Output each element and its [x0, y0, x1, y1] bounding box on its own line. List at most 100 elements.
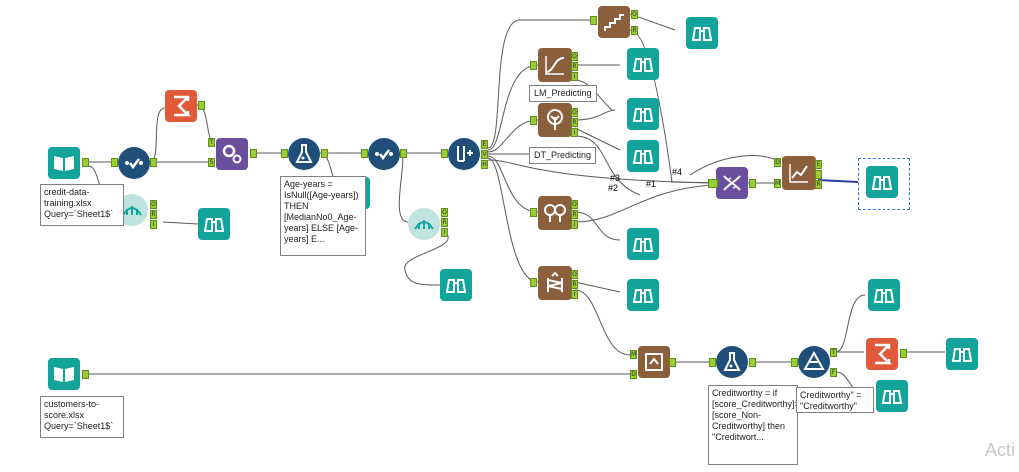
anchor-d[interactable]: D — [630, 370, 637, 379]
anchor-output[interactable] — [150, 158, 157, 167]
anchor-f[interactable]: F — [830, 368, 837, 377]
browse-binoculars-icon — [881, 390, 903, 404]
anchor-p[interactable] — [815, 170, 822, 179]
create-samples-tool[interactable] — [448, 138, 480, 170]
anchor-i[interactable]: I — [571, 72, 578, 81]
anchor-output[interactable] — [82, 158, 89, 167]
model-comparison-tool[interactable] — [782, 156, 816, 190]
model-comparison-icon — [789, 164, 808, 183]
browse-tool[interactable] — [876, 380, 908, 412]
anchor-output[interactable] — [669, 358, 676, 367]
anchor-input[interactable] — [361, 149, 368, 158]
field-summary-tool-2[interactable] — [408, 208, 440, 240]
anchor-o[interactable]: O — [631, 10, 638, 19]
formula-tool-creditworthy[interactable] — [716, 346, 748, 378]
linear-regression-tool[interactable] — [538, 48, 572, 82]
anchor-i[interactable]: I — [571, 290, 578, 299]
anchor-input[interactable] — [530, 208, 537, 217]
anchor-t[interactable]: T — [830, 348, 837, 357]
select-check-icon — [375, 149, 393, 161]
anchor-h[interactable]: H — [481, 160, 488, 169]
anchor-m[interactable]: M — [774, 179, 781, 188]
wire-tag-2: #2 — [608, 183, 619, 193]
anchor-e[interactable]: E — [481, 140, 488, 149]
anchor-output[interactable] — [749, 358, 756, 367]
anchor-input[interactable] — [709, 358, 716, 367]
browse-tool[interactable] — [868, 279, 900, 311]
anchor-output[interactable] — [400, 149, 407, 158]
anchor-o[interactable]: O — [571, 52, 578, 61]
summarize-tool-2[interactable] — [866, 338, 898, 370]
anchor-input[interactable] — [791, 358, 798, 367]
anchor-output[interactable] — [749, 179, 756, 188]
union-tool[interactable] — [716, 167, 748, 199]
anchor-d[interactable]: D — [774, 158, 781, 167]
anchor-i[interactable]: I — [150, 220, 157, 229]
anchor-input[interactable] — [281, 149, 288, 158]
anchor-output[interactable] — [198, 101, 205, 110]
browse-tool[interactable] — [686, 17, 718, 49]
anchor-input[interactable] — [530, 116, 537, 125]
decision-tree-tool[interactable] — [538, 103, 572, 137]
anchor-i[interactable]: I — [441, 228, 448, 237]
select-tool[interactable] — [118, 147, 150, 179]
browse-tool[interactable] — [627, 140, 659, 172]
anchor-input[interactable] — [530, 278, 537, 287]
anchor-r[interactable]: R — [441, 218, 448, 227]
score-tool[interactable] — [638, 346, 670, 378]
anchor-s[interactable]: S — [208, 158, 215, 167]
anchor-r[interactable]: R — [571, 210, 578, 219]
select-tool-2[interactable] — [368, 138, 400, 170]
browse-binoculars-icon — [691, 27, 713, 41]
anchor-input[interactable] — [590, 16, 597, 25]
forest-model-tool[interactable] — [538, 196, 572, 230]
anchor-r[interactable]: R — [571, 118, 578, 127]
browse-tool[interactable] — [440, 269, 472, 301]
anchor-output[interactable] — [250, 149, 257, 158]
anchor-o[interactable]: O — [571, 108, 578, 117]
anchor-o[interactable]: O — [571, 200, 578, 209]
forest-model-icon — [544, 204, 566, 222]
browse-binoculars-icon — [873, 289, 895, 303]
browse-tool[interactable] — [627, 98, 659, 130]
annotation-input-credit: credit-data-training.xlsx Query=`Sheet1$… — [40, 184, 124, 226]
anchor-i[interactable]: I — [571, 128, 578, 137]
anchor-o[interactable]: O — [150, 200, 157, 209]
input-data-tool-customers[interactable] — [48, 358, 80, 390]
anchor-o[interactable]: O — [571, 270, 578, 279]
anchor-o[interactable]: O — [441, 208, 448, 217]
anchor-output[interactable] — [900, 349, 907, 358]
browse-tool[interactable] — [627, 279, 659, 311]
browse-tool-selected[interactable] — [866, 166, 898, 198]
anchor-r[interactable]: R — [150, 210, 157, 219]
anchor-r[interactable]: R — [815, 180, 822, 189]
anchor-t[interactable]: T — [208, 138, 215, 147]
anchor-r[interactable]: R — [571, 62, 578, 71]
filter-icon — [803, 350, 825, 370]
input-data-tool-credit[interactable] — [48, 147, 80, 179]
browse-tool[interactable] — [627, 228, 659, 260]
anchor-r[interactable]: R — [631, 26, 638, 35]
browse-tool[interactable] — [946, 338, 978, 370]
anchor-m[interactable]: M — [630, 350, 637, 359]
anchor-input[interactable] — [441, 149, 448, 158]
anchor-output[interactable] — [82, 370, 89, 379]
anchor-output[interactable] — [321, 149, 328, 158]
stepwise-tool[interactable] — [598, 6, 630, 38]
browse-binoculars-icon — [445, 279, 467, 293]
browse-tool[interactable] — [627, 48, 659, 80]
anchor-i[interactable]: I — [571, 220, 578, 229]
anchor-e[interactable]: E — [815, 160, 822, 169]
summarize-tool[interactable] — [165, 90, 197, 122]
anchor-input-multi[interactable] — [708, 179, 718, 188]
anchor-v[interactable]: V — [481, 150, 488, 159]
anchor-input[interactable] — [530, 61, 537, 70]
join-tool[interactable] — [216, 138, 248, 170]
summarize-sigma-icon — [174, 95, 192, 117]
anchor-r[interactable]: R — [571, 280, 578, 289]
boosted-model-tool[interactable] — [538, 266, 572, 300]
filter-tool[interactable] — [798, 346, 830, 378]
anchor-input[interactable] — [111, 158, 118, 167]
formula-tool-age[interactable] — [288, 138, 320, 170]
browse-tool[interactable] — [198, 208, 230, 240]
